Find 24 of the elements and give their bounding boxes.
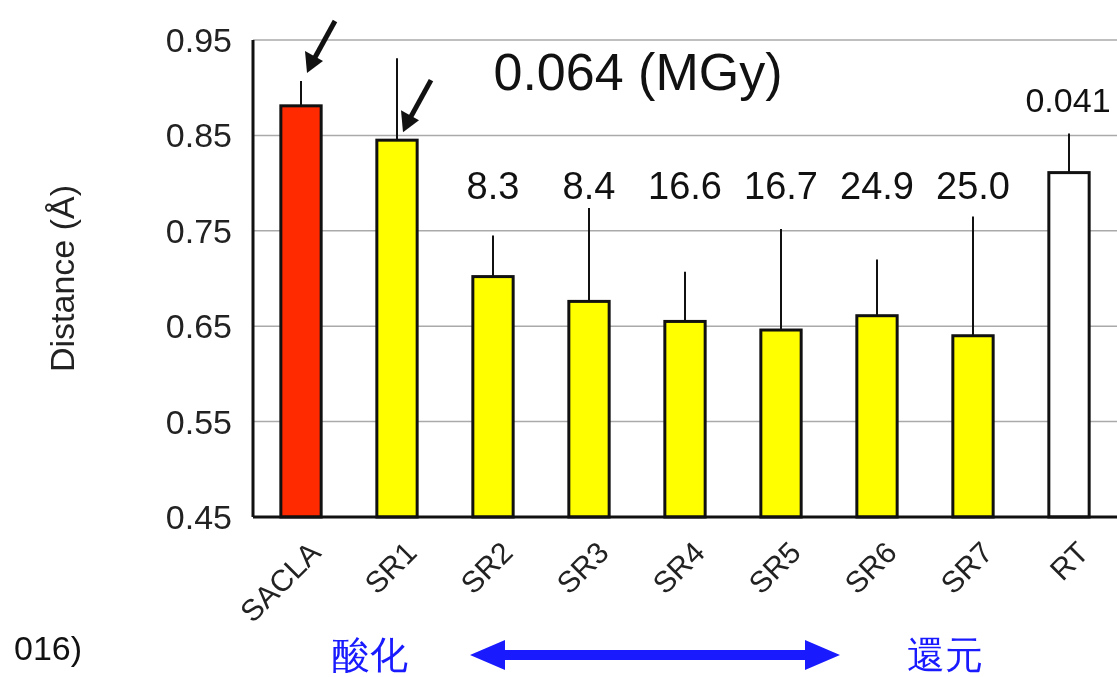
y-tick-label: 0.85 bbox=[165, 116, 232, 155]
x-tick-label: RT bbox=[1043, 535, 1095, 587]
annotation: 0.041 bbox=[1025, 81, 1111, 119]
x-tick-label: SR3 bbox=[550, 535, 615, 600]
annotation: 8.4 bbox=[562, 165, 616, 207]
annotation: 24.9 bbox=[840, 165, 914, 207]
annotation: 8.3 bbox=[466, 165, 520, 207]
text: 016) bbox=[13, 629, 83, 667]
y-tick-label: 0.45 bbox=[165, 498, 232, 536]
annotation: 0.064 (MGy) bbox=[493, 43, 783, 101]
y-tick-label: 0.65 bbox=[165, 307, 232, 346]
x-tick-label: SR4 bbox=[646, 535, 711, 600]
text: 酸化 bbox=[332, 634, 408, 676]
annotation: 16.6 bbox=[648, 165, 722, 207]
text: 還元 bbox=[907, 634, 983, 676]
x-tick-label: SR1 bbox=[358, 535, 423, 600]
y-tick-label: 0.75 bbox=[165, 211, 232, 250]
y-axis-title: Distance (Å) bbox=[43, 184, 81, 373]
y-tick-label: 0.95 bbox=[165, 21, 232, 59]
x-tick-label: SR2 bbox=[454, 535, 519, 600]
annotation: 25.0 bbox=[936, 165, 1010, 207]
y-tick-label: 0.55 bbox=[165, 402, 232, 441]
x-tick-label: SR6 bbox=[838, 535, 903, 600]
annotation: 16.7 bbox=[744, 165, 818, 207]
